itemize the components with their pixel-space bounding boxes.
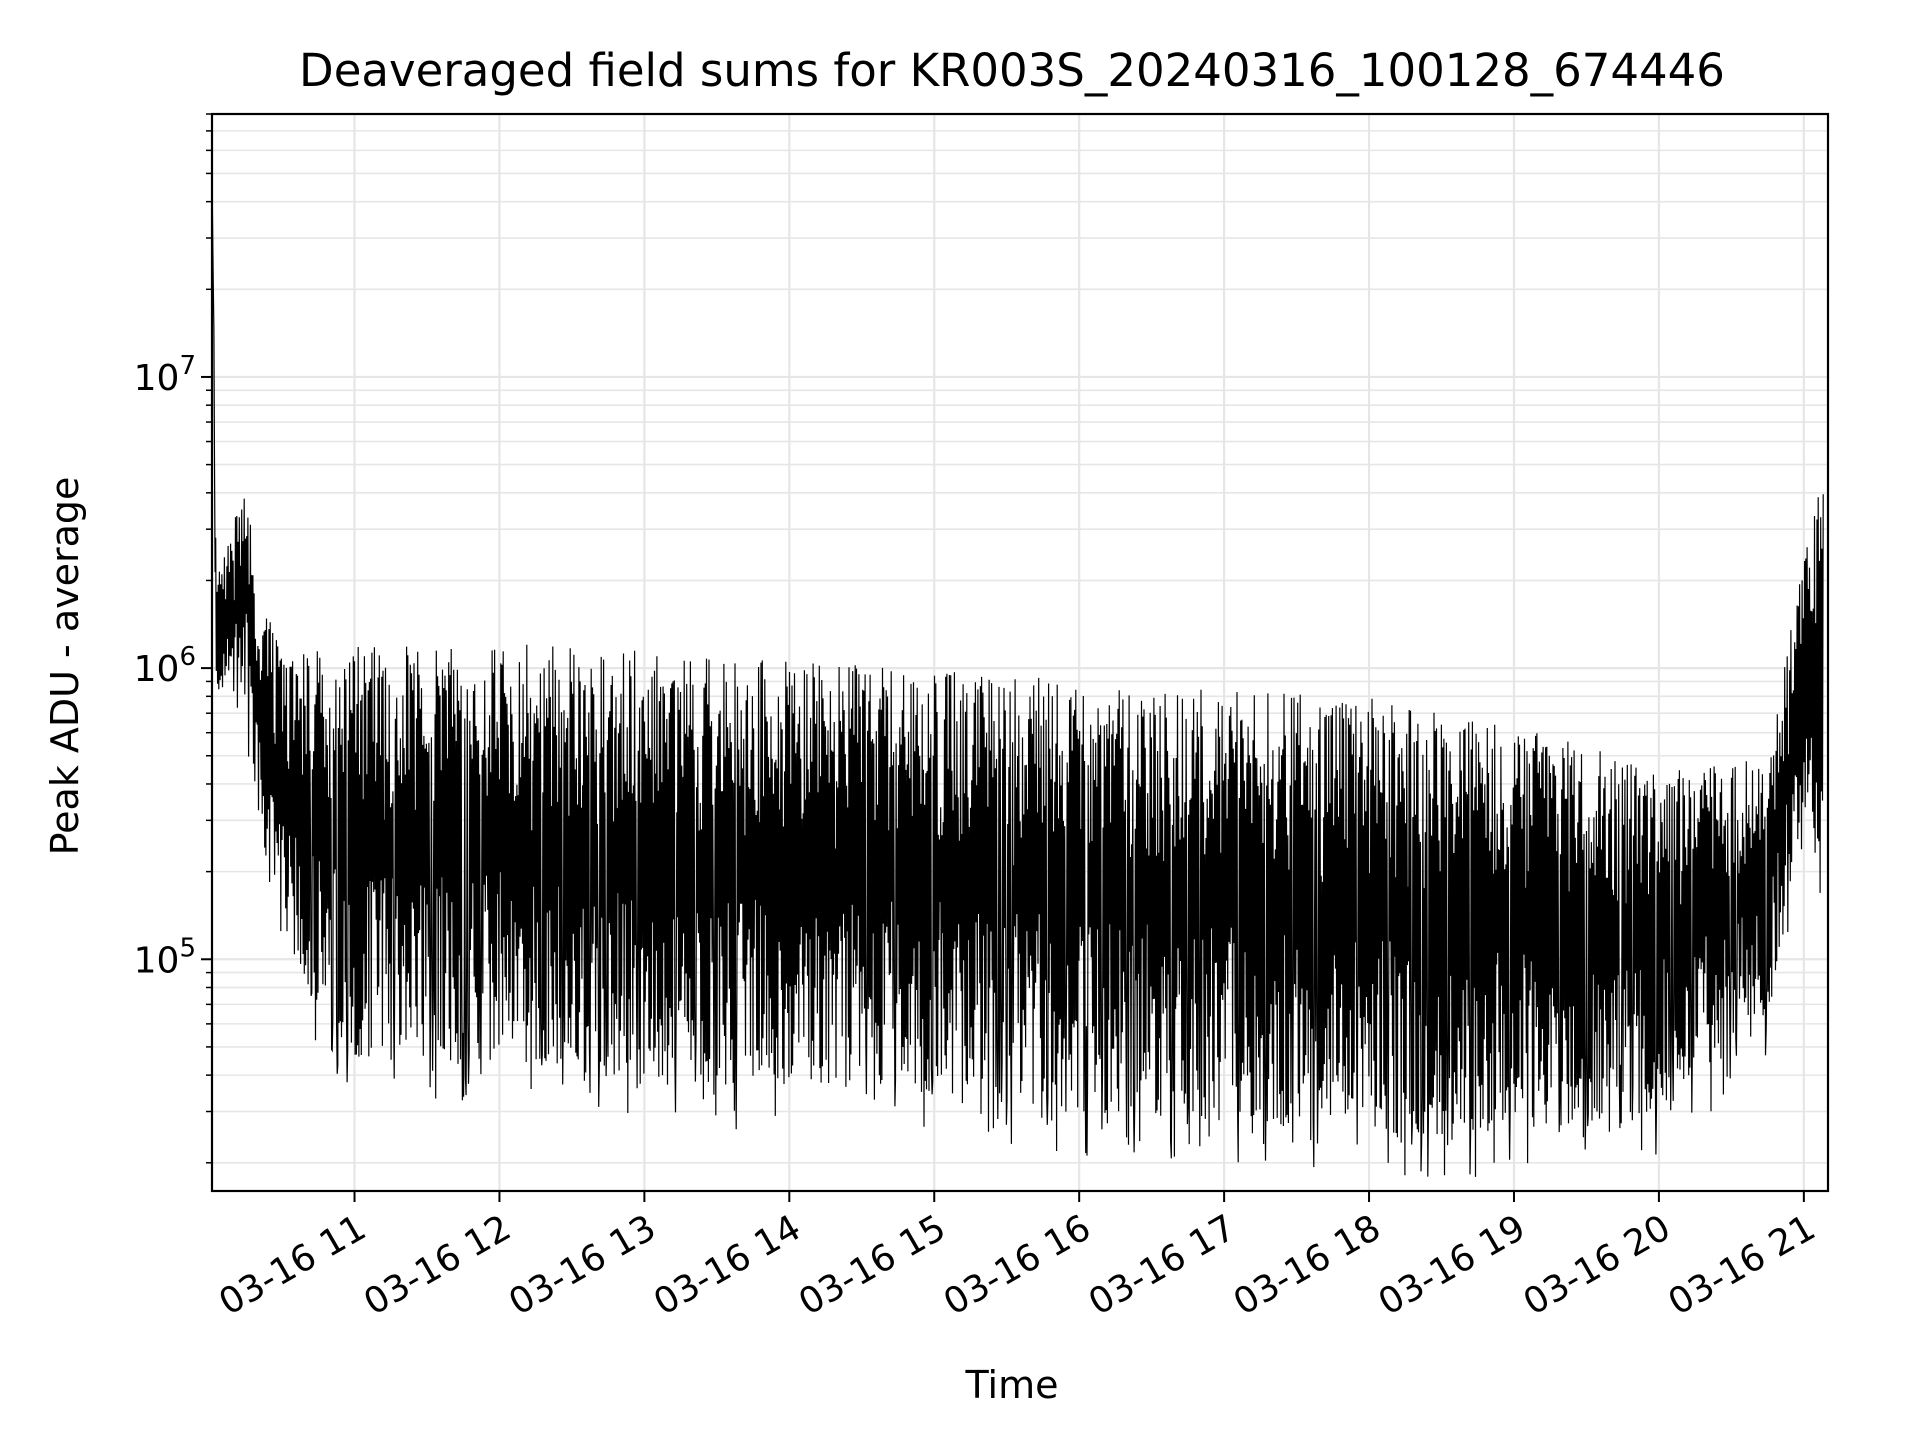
x-axis-label: Time: [965, 1363, 1059, 1407]
series-line: [211, 173, 1824, 1177]
series-trace: [211, 173, 1824, 1177]
y-tick-label: 105: [134, 933, 196, 981]
y-tick-label: 107: [134, 351, 196, 399]
y-axis-label: Peak ADU - average: [43, 477, 87, 856]
y-tick-label: 106: [134, 642, 196, 690]
y-axis: 105 106 107: [134, 113, 212, 1164]
chart-title: Deaveraged field sums for KR003S_2024031…: [299, 44, 1725, 97]
plot-frame: [210, 112, 1830, 1193]
